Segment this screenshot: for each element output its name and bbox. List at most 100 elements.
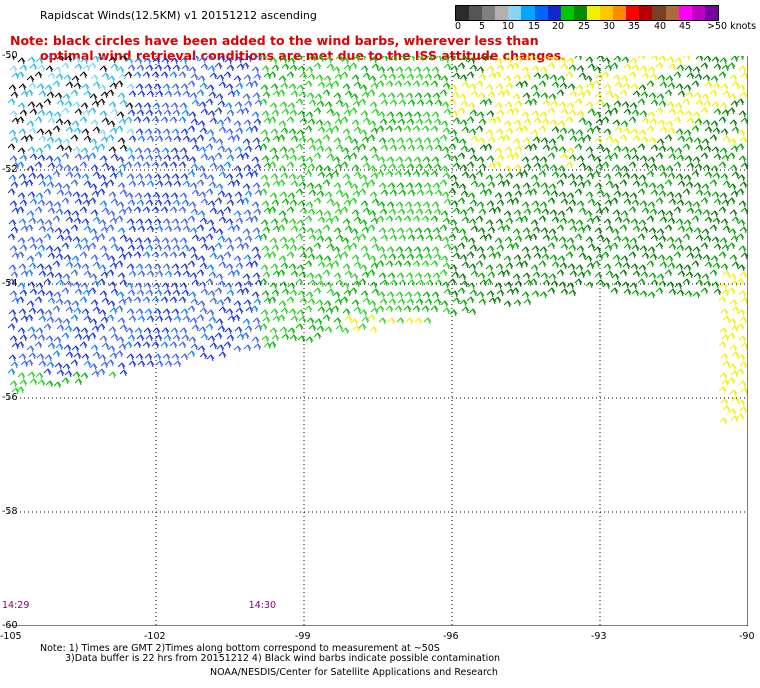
wind-barb	[610, 107, 619, 115]
wind-barb	[515, 81, 524, 89]
wind-barb	[91, 100, 100, 108]
wind-barb	[551, 126, 560, 134]
wind-barb	[343, 64, 352, 72]
wind-barb	[83, 135, 92, 143]
wind-barb	[37, 154, 46, 162]
wind-barb	[179, 147, 188, 155]
wind-barb	[17, 237, 26, 245]
wind-barb	[133, 116, 142, 124]
wind-barb	[181, 244, 190, 252]
wind-barb	[235, 82, 244, 90]
wind-barb	[566, 147, 575, 155]
wind-barb	[683, 129, 692, 137]
wind-barb	[403, 170, 412, 178]
wind-barb	[209, 342, 218, 350]
wind-barb	[35, 57, 44, 65]
wind-barb	[19, 289, 28, 297]
wind-barb	[244, 100, 253, 108]
wind-barb	[736, 56, 745, 61]
wind-barb	[97, 98, 106, 106]
wind-barb	[577, 91, 586, 99]
wind-barb	[721, 154, 730, 162]
wind-barb	[361, 271, 370, 279]
wind-barb	[226, 334, 235, 342]
wind-barb	[405, 227, 414, 235]
wind-barb	[172, 154, 181, 162]
wind-barb	[18, 128, 27, 136]
wind-barb	[218, 171, 227, 179]
wind-barb	[261, 200, 270, 208]
wind-barb	[469, 109, 478, 117]
wind-barb	[305, 201, 314, 209]
wind-barb	[97, 368, 106, 376]
wind-barb	[740, 207, 748, 215]
wind-barb	[371, 153, 380, 161]
wind-barb	[144, 83, 153, 91]
wind-barb	[458, 138, 467, 146]
wind-barb	[197, 75, 206, 83]
wind-barb	[721, 334, 730, 342]
wind-barb	[341, 57, 350, 65]
wind-barb	[423, 317, 432, 325]
wind-barb	[385, 80, 394, 88]
wind-barb	[547, 242, 556, 250]
wind-barb	[36, 83, 45, 91]
wind-barb	[272, 90, 281, 98]
wind-barb	[407, 234, 416, 242]
wind-barb	[188, 336, 197, 344]
wind-barb	[431, 111, 440, 119]
wind-barb	[235, 172, 244, 180]
wind-barb	[628, 251, 637, 259]
wind-barb	[28, 307, 37, 315]
wind-barb	[556, 89, 565, 97]
colorbar-swatch	[482, 6, 496, 20]
wind-barb	[205, 188, 214, 196]
wind-barb	[277, 269, 286, 277]
wind-barb	[280, 217, 289, 225]
wind-barb	[667, 82, 676, 90]
wind-barb	[376, 215, 385, 223]
wind-barb	[55, 208, 64, 216]
wind-barb	[737, 219, 746, 227]
wind-barb	[196, 269, 205, 277]
wind-barb	[694, 118, 703, 126]
wind-barb	[370, 217, 379, 225]
wind-barb	[217, 235, 226, 243]
wind-barb	[622, 172, 631, 180]
wind-barb	[514, 145, 523, 153]
wind-barb	[466, 116, 475, 124]
wind-barb	[278, 300, 287, 308]
wind-barb	[340, 251, 349, 259]
wind-barb	[676, 154, 685, 162]
wind-barb	[322, 89, 331, 97]
wind-barb	[83, 360, 92, 368]
wind-barb	[560, 153, 569, 161]
wind-barb	[269, 282, 278, 290]
wind-barb	[568, 109, 577, 117]
wind-barb	[261, 290, 270, 298]
wind-barb	[79, 296, 88, 304]
wind-barb	[25, 359, 34, 367]
wind-barb	[475, 125, 484, 133]
wind-barb	[128, 180, 137, 188]
wind-barb	[505, 127, 514, 135]
wind-barb	[227, 135, 236, 143]
wind-barb	[108, 191, 117, 199]
wind-barb	[720, 353, 729, 361]
wind-barb	[739, 91, 748, 99]
wind-barb	[540, 92, 549, 100]
wind-barb	[72, 236, 81, 244]
wind-barb	[638, 264, 647, 272]
wind-barb	[442, 127, 451, 135]
wind-barb	[556, 224, 565, 232]
wind-barb	[299, 297, 308, 305]
wind-barb	[151, 341, 160, 349]
wind-barb	[109, 307, 118, 315]
wind-barb	[100, 136, 109, 144]
wind-barb	[297, 200, 306, 208]
wind-barb	[558, 191, 567, 199]
wind-barb	[504, 146, 513, 154]
wind-barb	[25, 89, 34, 97]
wind-barb	[271, 289, 280, 297]
wind-barb	[72, 326, 81, 334]
